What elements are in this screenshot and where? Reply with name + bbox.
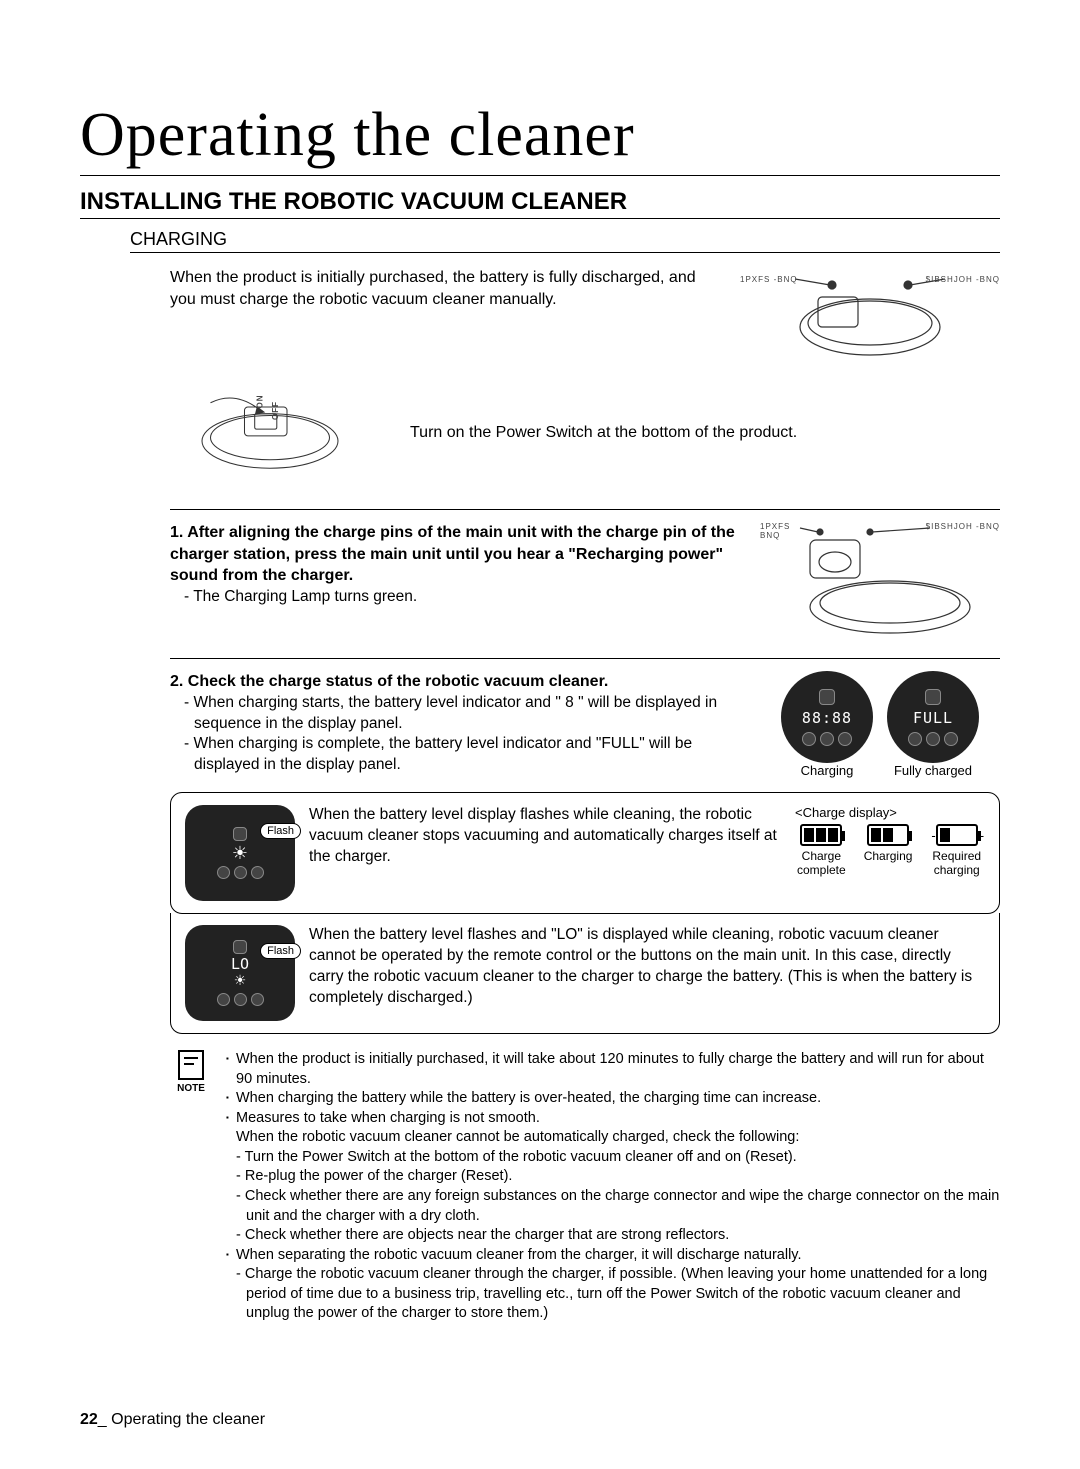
step2-text: 2. Check the charge status of the roboti… (170, 671, 740, 778)
page-title: Operating the cleaner (80, 100, 1000, 176)
charging-lamp-label: $IBSHJOH -BNQ (926, 275, 1000, 284)
charging-label: Charging (781, 763, 873, 778)
note-sub-5: Charge the robotic vacuum cleaner throug… (226, 1265, 1000, 1324)
note-sub-1: Turn the Power Switch at the bottom of t… (226, 1148, 1000, 1168)
note-sub-2: Re-plug the power of the charger (Reset)… (226, 1167, 1000, 1187)
batt-complete-label: Charge complete (795, 849, 848, 877)
batt-required: - - Required charging (928, 824, 985, 877)
section-heading: INSTALLING THE ROBOTIC VACUUM CLEANER (80, 188, 1000, 219)
note-sub-3: Check whether there are any foreign subs… (226, 1187, 1000, 1226)
power-lamp-label2: 1PXFS BNQ (760, 522, 790, 540)
step2-bold: 2. Check the charge status of the roboti… (170, 673, 608, 690)
lo-panel-icon: LO ☀ Flash (185, 925, 295, 1021)
power-switch-instruction: Turn on the Power Switch at the bottom o… (410, 422, 1000, 444)
intro-text: When the product is initially purchased,… (170, 267, 720, 310)
on-label: ON (256, 395, 265, 409)
info-box-2: LO ☀ Flash When the battery level flashe… (170, 913, 1000, 1034)
full-label: Fully charged (887, 763, 979, 778)
note-icon: NOTE (170, 1050, 212, 1324)
charge-display-block: <Charge display> Charge complete Chargin… (795, 805, 985, 877)
lo-display: LO (231, 957, 249, 972)
info-box1-text: When the battery level display flashes w… (309, 805, 781, 868)
footer-sep: _ (98, 1411, 107, 1428)
status-panels: 88:88 Charging FULL Fully charged (760, 671, 1000, 778)
batt-required-label: Required charging (928, 849, 985, 877)
step1-bold: 1. After aligning the charge pins of the… (170, 524, 735, 584)
page-footer: 22_ Operating the cleaner (80, 1411, 265, 1429)
batt-charging-label: Charging (864, 849, 913, 863)
step1-sub: The Charging Lamp turns green. (184, 587, 740, 608)
power-lamp-label: 1PXFS -BNQ (740, 275, 798, 284)
note-sub-4: Check whether there are objects near the… (226, 1226, 1000, 1246)
charge-display-title: <Charge display> (795, 805, 985, 820)
charging-panel-icon: 88:88 (781, 671, 873, 763)
note-item-3: Measures to take when charging is not sm… (226, 1109, 1000, 1129)
batt-charging: Charging (864, 824, 913, 863)
step2-sub1: When charging starts, the battery level … (184, 693, 740, 735)
flash-panel-icon: ☀ Flash (185, 805, 295, 901)
divider (170, 509, 1000, 510)
flash-label-2: Flash (260, 943, 301, 959)
charging-display: 88:88 (802, 709, 852, 727)
flash-label-1: Flash (260, 823, 301, 839)
charger-top-diagram: 1PXFS -BNQ $IBSHJOH -BNQ (740, 267, 1000, 367)
subsection-heading: CHARGING (130, 229, 1000, 253)
footer-text: Operating the cleaner (111, 1411, 265, 1428)
note-label: NOTE (170, 1082, 212, 1096)
full-display: FULL (913, 709, 953, 727)
info-box-1: ☀ Flash When the battery level display f… (170, 792, 1000, 914)
batt-complete: Charge complete (795, 824, 848, 877)
step2-sub2: When charging is complete, the battery l… (184, 734, 740, 776)
divider (170, 658, 1000, 659)
footer-pagenum: 22 (80, 1411, 98, 1428)
note-sub-intro: When the robotic vacuum cleaner cannot b… (226, 1128, 1000, 1148)
note-block: NOTE When the product is initially purch… (170, 1050, 1000, 1324)
note-item-2: When charging the battery while the batt… (226, 1089, 1000, 1109)
align-diagram: 1PXFS BNQ $IBSHJOH -BNQ (760, 522, 1000, 642)
note-item-4: When separating the robotic vacuum clean… (226, 1246, 1000, 1266)
info-box2-text: When the battery level flashes and "LO" … (309, 925, 985, 1009)
charging-lamp-label2: $IBSHJOH -BNQ (926, 522, 1000, 531)
power-switch-diagram: ON OFF (170, 373, 370, 493)
note-item-1: When the product is initially purchased,… (226, 1050, 1000, 1089)
full-panel-icon: FULL (887, 671, 979, 763)
note-list: When the product is initially purchased,… (226, 1050, 1000, 1324)
off-label: OFF (271, 401, 280, 420)
step1-text: 1. After aligning the charge pins of the… (170, 522, 740, 642)
